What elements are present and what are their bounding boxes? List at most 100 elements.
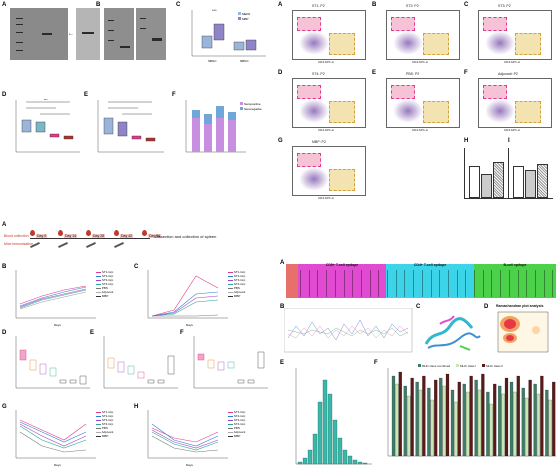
epitope-stripe [343, 270, 345, 297]
coverage-bar [548, 399, 552, 457]
panel-letter-1F: F [172, 92, 176, 98]
figure-4: A CD8+ T-cell epitope CD4+ T-cell epitop… [280, 260, 558, 474]
legend-item: MBP [228, 434, 241, 438]
epitope-stripe [482, 270, 484, 297]
epitope-stripe [352, 270, 353, 297]
coverage-bar [469, 375, 473, 457]
hist-bar [362, 462, 368, 465]
hist-bar [352, 459, 358, 465]
legend-item: MBP [228, 294, 241, 298]
coverage-bar [450, 389, 455, 457]
legend-item: PBS [228, 286, 240, 290]
coverage-bar [442, 385, 446, 457]
legend-3C: ST1-Grp ST2-Grp ST3-Grp ST4-Grp PBS Adju… [228, 270, 245, 298]
chart-3B: Days [15, 270, 96, 327]
epitope-stripe [404, 270, 405, 297]
epitope-stripe [456, 270, 458, 297]
coverage-bar [427, 387, 431, 457]
epitope-stripe [378, 270, 379, 297]
coverage-bar [466, 391, 470, 457]
legend-item: MBP [96, 434, 109, 438]
coverage-bar [528, 379, 532, 457]
timeline-day: Day 42 [120, 234, 134, 238]
svg-text:Days: Days [186, 463, 193, 467]
flow-plot: ST4: P2 CD4 APC-A [284, 72, 366, 134]
bcell-block: B-cell epitope [474, 263, 556, 298]
hist-bar [327, 393, 333, 465]
gel-1A [10, 8, 68, 60]
coverage-bar [521, 387, 525, 457]
epitope-stripe [517, 270, 519, 297]
coverage-bar [489, 403, 493, 457]
ramachandran-plot [497, 311, 549, 353]
flow-plot: PBS: P2 CD4 APC-A [378, 72, 460, 134]
epitope-stripe [534, 270, 536, 297]
epitope-stripe [447, 270, 449, 297]
hist-bar [357, 461, 363, 465]
hist-bar [302, 457, 308, 465]
epitope-stripe [334, 270, 336, 297]
legend-item: ST2-Grp [228, 414, 246, 418]
figure-2: A B C D E F G H I ST1: P2 CD4 APC-A ST2: … [278, 0, 558, 215]
svg-text:NBGC: NBGC [240, 59, 250, 63]
hist-bar [317, 401, 323, 465]
coverage-bar [536, 393, 541, 457]
legend-item: ST4-Grp [96, 282, 114, 286]
coverage-bar [418, 389, 423, 457]
coverage-bar [457, 381, 461, 457]
svg-text:Days: Days [186, 323, 193, 327]
chart-1D: *** [15, 98, 80, 153]
epitope-map: CD8+ T-cell epitope CD4+ T-cell epitope … [286, 263, 556, 298]
legend-3G: ST1-Grp ST2-Grp ST3-Grp ST4-Grp PBS Adju… [96, 410, 113, 438]
chart-2H [464, 148, 509, 199]
svg-text:Seropositive: Seropositive [244, 102, 261, 106]
timeline-day: Day 14 [64, 234, 78, 238]
epitope-stripe [421, 270, 423, 297]
epitope-stripe [387, 270, 388, 297]
legend-item: PBS [96, 426, 108, 430]
coverage-bar [391, 375, 396, 457]
coverage-bar [439, 377, 443, 457]
epitope-stripe [543, 270, 545, 297]
timeline-day: Day 0 [36, 234, 48, 238]
coverage-bar [474, 379, 478, 457]
svg-text:SBGC: SBGC [208, 59, 217, 63]
sig-1C: *** [212, 8, 217, 13]
coverage-bar [540, 375, 544, 457]
panel-letter-1A: A [2, 2, 7, 8]
epitope-stripe [326, 270, 327, 297]
chart-1C: *** SBGC NBGC MEPA MBP [191, 8, 266, 63]
blood-drop-icon [30, 230, 35, 236]
chart-3G: Days [15, 410, 96, 467]
chart-1E [97, 100, 164, 153]
legend-3B: ST1-Grp ST2-Grp ST3-Grp ST4-Grp PBS Adju… [96, 270, 113, 298]
legend-item: Adjuvant [228, 290, 246, 294]
panel-letter-1D: D [2, 92, 7, 98]
legend-item: ST4-Grp [96, 422, 114, 426]
coverage-bar [501, 393, 505, 457]
chart-2I [508, 148, 553, 199]
epitope-stripe [439, 270, 440, 297]
epitope-stripe [491, 270, 492, 297]
legend-item: ST2-Grp [96, 274, 114, 278]
chart-4F [387, 368, 556, 457]
blood-drop-icon [142, 230, 147, 236]
svg-text:MBP: MBP [242, 17, 249, 21]
coverage-bar [462, 383, 466, 457]
epitope-stripe [552, 270, 553, 297]
legend-item: PBS [228, 426, 240, 430]
coverage-bar [422, 375, 426, 457]
legend-item: ST3-Grp [228, 278, 246, 282]
coverage-bar [415, 381, 419, 457]
legend-item: ST4-Grp [228, 422, 246, 426]
blood-drop-icon [114, 230, 119, 236]
coverage-bar [509, 381, 514, 457]
coverage-bar [493, 383, 497, 457]
timeline-day: Day 28 [92, 234, 106, 238]
protein-structure [424, 315, 481, 351]
legend-item: Adjuvant [228, 430, 246, 434]
syringe-icon [58, 241, 68, 249]
legend-item: ST3-Grp [228, 418, 246, 422]
coverage-bar [410, 377, 414, 457]
panel-letter-1B: B [96, 2, 101, 8]
